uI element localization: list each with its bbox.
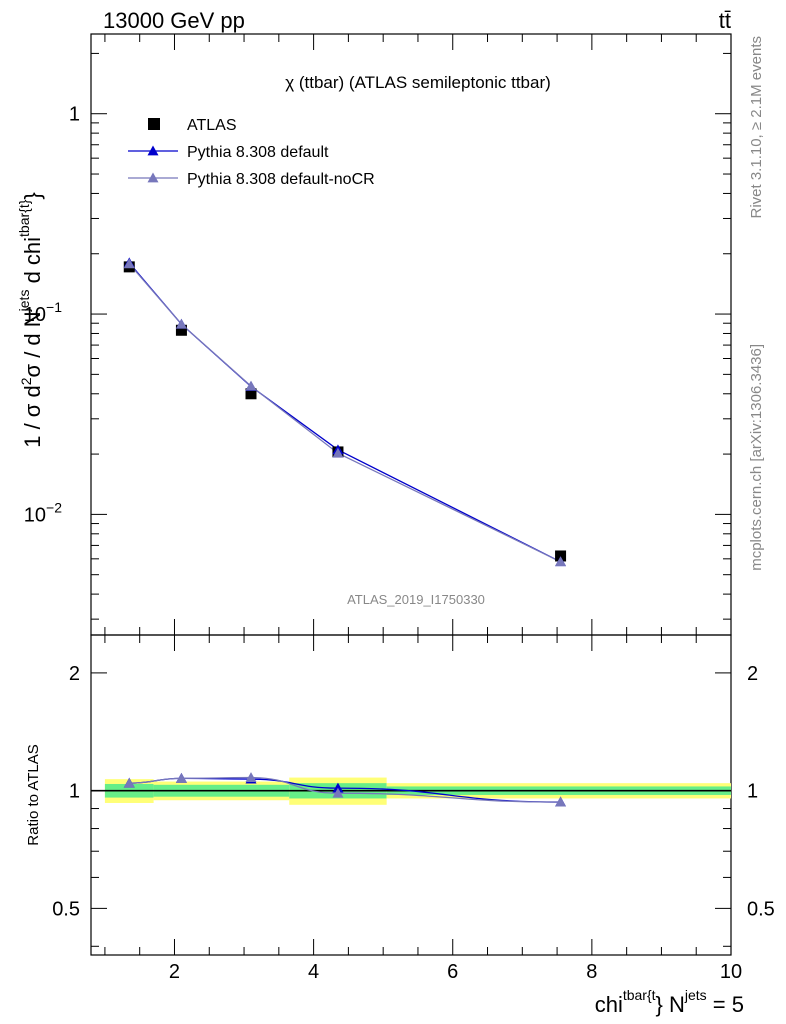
data-point-atlas	[245, 388, 257, 400]
ratio-marker-series-1	[175, 772, 187, 783]
ratio-y-tick-label-right: 1	[747, 781, 758, 803]
x-tick-label: 10	[720, 961, 742, 983]
x-tick-label: 8	[586, 961, 597, 983]
x-tick-label: 4	[308, 961, 319, 983]
ratio-y-tick-label-right: 2	[747, 663, 758, 685]
marker-series-2	[175, 318, 187, 329]
legend-marker-2	[147, 172, 159, 183]
header-left-label: 13000 GeV pp	[103, 8, 245, 33]
ratio-series-lines	[123, 772, 567, 807]
analysis-watermark: ATLAS_2019_I1750330	[347, 592, 485, 607]
x-axis-label: chitbar{t} Njets = 5	[595, 987, 744, 1017]
legend-label-1: Pythia 8.308 default	[187, 144, 329, 161]
main-line-series-1	[128, 262, 561, 563]
data-point-atlas	[175, 324, 187, 336]
marker-series-2	[555, 556, 567, 567]
ratio-y-tick-label: 2	[69, 663, 80, 685]
chart-title: χ (ttbar) (ATLAS semileptonic ttbar)	[285, 73, 551, 92]
legend: ATLAS Pythia 8.308 default Pythia 8.308 de…	[128, 117, 375, 188]
legend-label-0: ATLAS	[187, 117, 237, 134]
x-tick-label: 2	[169, 961, 180, 983]
main-series-markers	[123, 257, 567, 567]
header-right-label: tt̄	[719, 8, 731, 33]
marker-series-2	[332, 447, 344, 458]
ratio-y-tick-label: 1	[69, 781, 80, 803]
ratio-axis-ticks: 0.5 0.5 1 1 2 2 2 4 6 8 10	[52, 635, 775, 983]
x-tick-label: 6	[447, 961, 458, 983]
ratio-y-tick-label: 0.5	[52, 898, 80, 920]
main-line-series-2	[128, 263, 561, 563]
marker-series-2	[245, 380, 257, 391]
rivet-label: Rivet 3.1.10, ≥ 2.1M events	[748, 36, 765, 219]
svg-text:1 / σ d2σ / d Njets d chitbar{: 1 / σ d2σ / d Njets d chitbar{t}}	[16, 192, 45, 448]
legend-marker-1	[147, 145, 159, 156]
ratio-marker-series-1	[332, 787, 344, 798]
main-y-tick-label: 1	[69, 104, 80, 126]
ratio-y-tick-label-right: 0.5	[747, 898, 775, 920]
ratio-marker-series-1	[123, 777, 135, 788]
legend-label-2: Pythia 8.308 default-noCR	[187, 171, 375, 188]
mcplots-label: mcplots.cern.ch [arXiv:1306.3436]	[748, 344, 765, 571]
ratio-marker-series-1	[555, 796, 567, 807]
ratio-marker-series-1	[245, 772, 257, 782]
main-y-tick-label: 10−2	[24, 499, 62, 526]
marker-series-2	[123, 258, 135, 269]
legend-marker-atlas	[148, 118, 160, 130]
main-axis-ticks: 10−210−11	[24, 34, 732, 635]
ratio-y-axis-label: Ratio to ATLAS	[25, 744, 42, 845]
ratio-marker-series-0	[332, 782, 344, 793]
main-series-lines	[128, 262, 561, 563]
data-point-atlas	[555, 550, 567, 562]
main-y-axis-label: 1 / σ d2σ / d Njets d chitbar{t}}	[16, 192, 45, 448]
